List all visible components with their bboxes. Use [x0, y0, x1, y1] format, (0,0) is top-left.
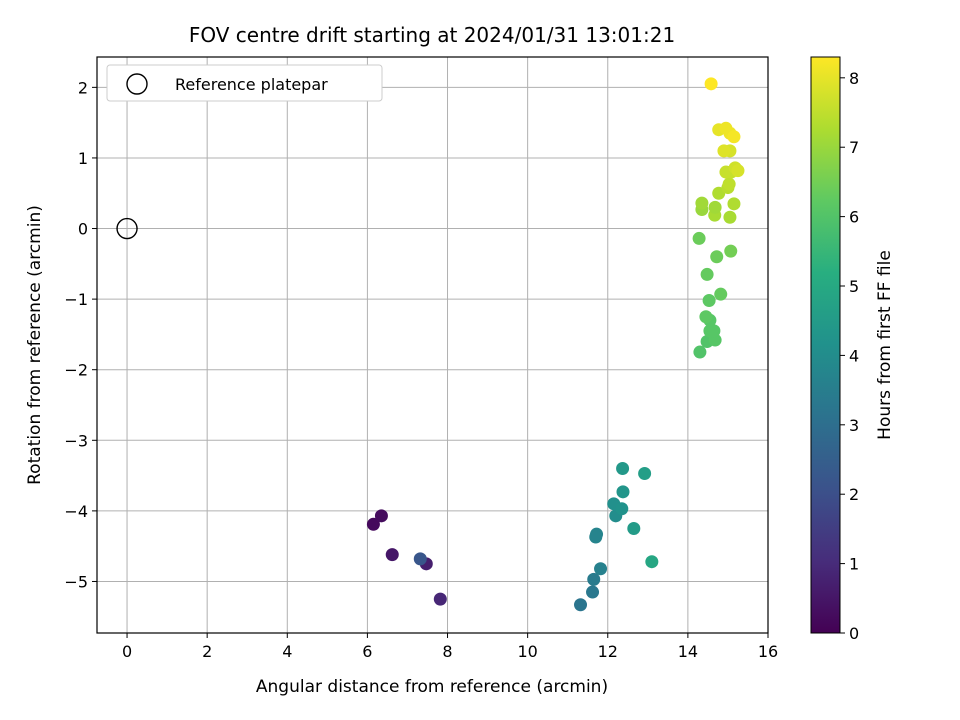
- x-tick-label: 8: [442, 642, 452, 661]
- colorbar-ticks: 0 1 2 3 4 5 6 7 8: [840, 69, 859, 643]
- data-point: [385, 548, 399, 562]
- x-tick-label: 0: [122, 642, 132, 661]
- x-tick-label: 4: [282, 642, 292, 661]
- colorbar-tick-label: 2: [849, 485, 859, 504]
- x-tick-label: 12: [598, 642, 618, 661]
- colorbar: 0 1 2 3 4 5 6 7 8 Hours from first FF file: [810, 56, 895, 643]
- x-tick-label: 16: [758, 642, 778, 661]
- legend: Reference platepar: [106, 64, 383, 102]
- data-point: [627, 522, 641, 536]
- x-tick-label: 2: [202, 642, 212, 661]
- data-point: [615, 502, 629, 516]
- x-tick-label: 14: [678, 642, 698, 661]
- data-point: [707, 324, 721, 338]
- x-axis-ticks: 0 2 4 6 8 10 12 14 16: [122, 633, 778, 661]
- colorbar-label: Hours from first FF file: [875, 250, 895, 440]
- data-point: [704, 77, 718, 91]
- data-point: [638, 466, 652, 480]
- plot-area: [97, 57, 768, 633]
- colorbar-tick-label: 4: [849, 346, 859, 365]
- plot-frame: [96, 56, 769, 634]
- data-point: [645, 555, 659, 569]
- data-point: [616, 485, 630, 499]
- data-point: [727, 130, 741, 144]
- x-tick-label: 6: [362, 642, 372, 661]
- reference-point: [116, 217, 138, 240]
- chart-title: FOV centre drift starting at 2024/01/31 …: [189, 23, 675, 47]
- legend-marker-icon: [126, 73, 148, 95]
- data-point: [695, 196, 709, 210]
- colorbar-tick-label: 6: [849, 208, 859, 227]
- y-tick-label: 1: [78, 149, 88, 168]
- data-point: [708, 200, 722, 214]
- y-axis-label: Rotation from reference (arcmin): [25, 205, 45, 485]
- colorbar-tick-label: 1: [849, 555, 859, 574]
- x-axis-label: Angular distance from reference (arcmin): [256, 677, 608, 697]
- data-point: [699, 310, 713, 324]
- data-point: [727, 197, 741, 211]
- data-point: [710, 250, 724, 264]
- data-point: [717, 144, 731, 158]
- y-tick-label: −2: [64, 361, 88, 380]
- y-tick-label: 0: [78, 220, 88, 239]
- data-point: [724, 244, 738, 258]
- y-axis-ticks: −5 −4 −3 −2 −1 0 1 2: [64, 78, 97, 591]
- data-point: [616, 462, 630, 476]
- data-point: [366, 517, 380, 531]
- x-tick-label: 10: [517, 642, 537, 661]
- colorbar-gradient: [810, 56, 841, 634]
- data-point: [700, 267, 714, 281]
- y-tick-label: −3: [64, 431, 88, 450]
- colorbar-tick-label: 8: [849, 69, 859, 88]
- reference-marker: [116, 217, 138, 240]
- y-tick-label: −5: [64, 572, 88, 591]
- legend-entry: Reference platepar: [175, 75, 328, 94]
- data-points: [366, 77, 745, 612]
- data-point: [692, 231, 706, 245]
- data-point: [587, 572, 601, 586]
- colorbar-tick-label: 5: [849, 277, 859, 296]
- data-point: [413, 552, 427, 566]
- data-point: [731, 164, 745, 178]
- data-point: [589, 530, 603, 544]
- data-point: [702, 294, 716, 308]
- y-tick-label: 2: [78, 78, 88, 97]
- colorbar-tick-label: 0: [849, 624, 859, 643]
- data-point: [574, 598, 588, 612]
- data-point: [594, 562, 608, 576]
- data-point: [374, 509, 388, 523]
- data-point: [722, 177, 736, 191]
- legend-box: [106, 64, 383, 102]
- data-point: [586, 585, 600, 599]
- y-tick-label: −4: [64, 502, 88, 521]
- data-point: [693, 345, 707, 359]
- data-point: [723, 210, 737, 224]
- data-point: [714, 287, 728, 301]
- colorbar-tick-label: 7: [849, 138, 859, 157]
- grid: [97, 57, 769, 633]
- colorbar-tick-label: 3: [849, 416, 859, 435]
- y-tick-label: −1: [64, 290, 88, 309]
- data-point: [433, 592, 447, 606]
